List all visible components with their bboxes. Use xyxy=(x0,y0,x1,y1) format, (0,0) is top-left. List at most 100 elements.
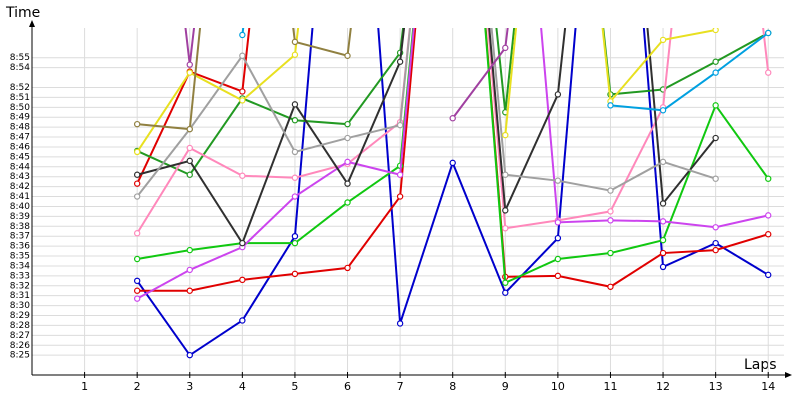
series-line xyxy=(610,32,769,112)
y-tick-label: 8:28 xyxy=(10,321,30,331)
point xyxy=(291,148,299,156)
point xyxy=(344,180,351,187)
point xyxy=(291,101,299,108)
x-tick-label: 6 xyxy=(344,380,351,393)
point xyxy=(765,29,772,37)
point xyxy=(186,287,193,294)
point xyxy=(765,175,772,182)
point xyxy=(291,270,299,278)
x-tick-label: 7 xyxy=(397,380,404,393)
point xyxy=(291,51,299,58)
point xyxy=(502,225,509,232)
point xyxy=(554,177,562,184)
y-tick-label: 8:52 xyxy=(10,83,30,93)
y-tick-label: 8:45 xyxy=(10,152,30,162)
point xyxy=(396,121,404,129)
point xyxy=(396,171,404,178)
y-tick-label: 8:46 xyxy=(10,142,30,152)
point xyxy=(765,212,772,219)
point xyxy=(712,69,719,76)
point xyxy=(239,52,246,59)
x-tick-label: 8 xyxy=(449,380,456,393)
point xyxy=(291,239,299,247)
point xyxy=(659,236,667,244)
point xyxy=(344,120,351,128)
point xyxy=(344,52,351,59)
point xyxy=(659,218,667,225)
x-tick-label: 14 xyxy=(761,380,775,393)
y-tick-label: 8:34 xyxy=(10,261,30,271)
y-tick-label: 8:44 xyxy=(10,162,30,172)
point xyxy=(344,199,351,206)
point xyxy=(712,175,719,182)
point xyxy=(239,239,246,247)
y-tick-label: 8:29 xyxy=(10,311,30,321)
point xyxy=(502,279,509,286)
y-tick-label: 8:49 xyxy=(10,113,30,123)
point xyxy=(133,230,141,237)
y-tick-label: 8:48 xyxy=(10,123,30,133)
point xyxy=(396,320,404,327)
y-tick-label: 8:42 xyxy=(10,182,30,192)
y-axis-label: Time xyxy=(5,5,40,21)
point xyxy=(291,232,299,240)
point xyxy=(502,207,509,214)
point xyxy=(607,283,614,290)
point xyxy=(712,28,719,34)
point xyxy=(659,158,667,166)
point xyxy=(133,193,141,200)
point xyxy=(133,287,141,294)
point xyxy=(765,231,772,238)
point xyxy=(712,58,719,65)
point xyxy=(344,264,351,272)
x-tick-label: 11 xyxy=(603,380,617,393)
x-tick-label: 5 xyxy=(291,380,298,393)
point xyxy=(607,187,614,194)
y-tick-label: 8:41 xyxy=(10,192,30,202)
point xyxy=(659,107,667,114)
y-tick-label: 8:27 xyxy=(10,331,30,341)
y-tick-label: 8:51 xyxy=(10,93,30,103)
point xyxy=(186,125,193,133)
point xyxy=(186,171,193,178)
y-tick-label: 8:25 xyxy=(10,351,30,361)
point xyxy=(607,102,614,109)
y-tick-label: 8:54 xyxy=(10,63,30,73)
y-tick-label: 8:37 xyxy=(10,232,30,242)
series-line xyxy=(241,28,245,36)
x-tick-label: 12 xyxy=(656,380,670,393)
point xyxy=(186,61,193,68)
point xyxy=(239,31,246,39)
point xyxy=(133,255,141,263)
point xyxy=(765,271,772,279)
point xyxy=(291,117,299,124)
y-tick-label: 8:40 xyxy=(10,202,30,212)
x-tick-label: 1 xyxy=(81,380,88,393)
point xyxy=(659,249,667,257)
y-tick-label: 8:31 xyxy=(10,291,30,301)
point xyxy=(291,38,299,46)
point xyxy=(712,102,719,109)
y-tick-label: 8:32 xyxy=(10,281,30,291)
x-tick-label: 2 xyxy=(134,380,141,393)
x-axis-arrow xyxy=(785,372,792,378)
point xyxy=(502,44,509,52)
x-tick-label: 9 xyxy=(502,380,509,393)
point xyxy=(449,115,456,122)
point xyxy=(133,171,141,178)
point xyxy=(554,91,562,98)
x-tick-label: 4 xyxy=(239,380,246,393)
point xyxy=(607,217,614,224)
point xyxy=(659,36,667,44)
point xyxy=(186,157,193,165)
point xyxy=(502,131,509,139)
point xyxy=(554,234,562,242)
point xyxy=(186,144,193,152)
plot-area xyxy=(133,28,772,359)
point xyxy=(239,97,246,104)
point xyxy=(186,266,193,274)
point xyxy=(554,219,562,226)
series-line xyxy=(136,28,717,246)
point xyxy=(502,171,509,178)
